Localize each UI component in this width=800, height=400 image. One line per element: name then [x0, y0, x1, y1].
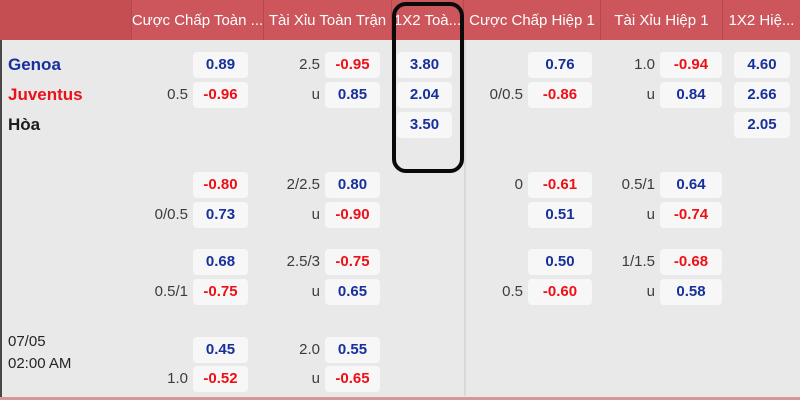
odds-button-h1-ou[interactable]: 0.84 [660, 82, 722, 108]
odds-header: Cược Chấp Toàn ... Tài Xỉu Toàn Trận 1X2… [0, 0, 800, 40]
odds-button-h1-hcp[interactable]: -0.86 [528, 82, 592, 108]
odds-button-ft-hcp[interactable]: 0.45 [193, 337, 248, 363]
ft-ou-line: 2.5 [299, 56, 320, 73]
odds-button-h1-ou[interactable]: -0.94 [660, 52, 722, 78]
odds-row: Hòa 3.50 2.05 [0, 112, 800, 138]
team-name: Hòa [8, 115, 41, 134]
odds-button-ft-ou[interactable]: -0.65 [325, 366, 380, 392]
odds-row: 0.5/1 -0.75 u 0.65 0.5 -0.60 u 0.58 [0, 279, 800, 305]
match-time: 02:00 AM [8, 355, 72, 372]
odds-button-h1-ou[interactable]: -0.74 [660, 202, 722, 228]
header-cell-handicap-h1: Cược Chấp Hiệp 1 [463, 0, 600, 40]
ft-hcp-line: 0.5 [167, 86, 188, 103]
header-cell-1x2-ft: 1X2 Toà... [391, 0, 463, 40]
odds-row: Genoa 0.89 2.5 -0.95 3.80 0.76 1.0 -0.94 4.60 [0, 52, 800, 78]
ft-ou-line: u [311, 86, 320, 103]
odds-button-h1-ou[interactable]: -0.68 [660, 249, 722, 275]
odds-button-ft-ou[interactable]: -0.75 [325, 249, 380, 275]
odds-button-h1-1x2[interactable]: 2.66 [734, 82, 790, 108]
odds-button-ft-1x2[interactable]: 3.80 [397, 52, 452, 78]
fulltime-halftime-divider [464, 40, 466, 396]
odds-button-h1-hcp[interactable]: 0.50 [528, 249, 592, 275]
odds-button-ft-hcp[interactable]: 0.73 [193, 202, 248, 228]
odds-row: 0.45 2.0 0.55 [0, 337, 800, 363]
ft-ou-line: 2/2.5 [286, 176, 320, 193]
odds-button-h1-hcp[interactable]: 0.51 [528, 202, 592, 228]
header-cell-ou-ft: Tài Xỉu Toàn Trận [263, 0, 391, 40]
odds-button-h1-hcp[interactable]: -0.61 [528, 172, 592, 198]
ft-hcp-line: 0/0.5 [154, 206, 188, 223]
odds-button-ft-1x2[interactable]: 3.50 [397, 112, 452, 138]
h1-hcp-line: 0 [514, 176, 523, 193]
odds-button-ft-ou[interactable]: 0.85 [325, 82, 380, 108]
bottom-border-line [0, 397, 800, 400]
ft-hcp-line: 0.5/1 [154, 283, 188, 300]
odds-button-ft-1x2[interactable]: 2.04 [397, 82, 452, 108]
ft-ou-line: 2.0 [299, 341, 320, 358]
h1-hcp-line: 0.5 [502, 283, 523, 300]
odds-button-h1-hcp[interactable]: -0.60 [528, 279, 592, 305]
odds-button-ft-hcp[interactable]: 0.68 [193, 249, 248, 275]
h1-ou-line: 0.5/1 [621, 176, 655, 193]
match-date: 07/05 [8, 333, 46, 350]
odds-button-h1-ou[interactable]: 0.64 [660, 172, 722, 198]
odds-button-h1-1x2[interactable]: 4.60 [734, 52, 790, 78]
ft-hcp-line: 1.0 [167, 370, 188, 387]
odds-button-h1-hcp[interactable]: 0.76 [528, 52, 592, 78]
header-cell-1x2-h1: 1X2 Hiệ... [722, 0, 800, 40]
header-cell-ou-h1: Tài Xỉu Hiệp 1 [600, 0, 722, 40]
left-edge-border [0, 40, 2, 400]
header-cell-handicap-ft: Cược Chấp Toàn ... [131, 0, 263, 40]
ft-ou-line: u [311, 370, 320, 387]
odds-button-ft-hcp[interactable]: 0.89 [193, 52, 248, 78]
odds-button-ft-ou[interactable]: 0.80 [325, 172, 380, 198]
odds-row: Juventus 0.5 -0.96 u 0.85 2.04 0/0.5 -0.86 u 0.84… [0, 82, 800, 108]
team-name: Genoa [8, 55, 61, 74]
odds-button-h1-1x2[interactable]: 2.05 [734, 112, 790, 138]
odds-button-h1-ou[interactable]: 0.58 [660, 279, 722, 305]
h1-hcp-line: 0/0.5 [489, 86, 523, 103]
odds-row: 0/0.5 0.73 u -0.90 0.51 u -0.74 [0, 202, 800, 228]
odds-row: 0.68 2.5/3 -0.75 0.50 1/1.5 -0.68 [0, 249, 800, 275]
odds-button-ft-ou[interactable]: -0.95 [325, 52, 380, 78]
odds-button-ft-hcp[interactable]: -0.75 [193, 279, 248, 305]
odds-row: -0.80 2/2.5 0.80 0 -0.61 0.5/1 0.64 [0, 172, 800, 198]
h1-ou-line: u [646, 283, 655, 300]
header-cell-blank [0, 0, 131, 40]
odds-button-ft-ou[interactable]: -0.90 [325, 202, 380, 228]
odds-button-ft-hcp[interactable]: -0.96 [193, 82, 248, 108]
ft-ou-line: u [311, 283, 320, 300]
team-name: Juventus [8, 85, 83, 104]
odds-row: 1.0 -0.52 u -0.65 [0, 366, 800, 392]
odds-button-ft-hcp[interactable]: -0.52 [193, 366, 248, 392]
odds-button-ft-ou[interactable]: 0.65 [325, 279, 380, 305]
h1-ou-line: 1.0 [634, 56, 655, 73]
h1-ou-line: u [646, 86, 655, 103]
odds-button-ft-hcp[interactable]: -0.80 [193, 172, 248, 198]
ft-ou-line: 2.5/3 [286, 253, 320, 270]
odds-button-ft-ou[interactable]: 0.55 [325, 337, 380, 363]
ft-ou-line: u [311, 206, 320, 223]
h1-ou-line: 1/1.5 [621, 253, 655, 270]
h1-ou-line: u [646, 206, 655, 223]
